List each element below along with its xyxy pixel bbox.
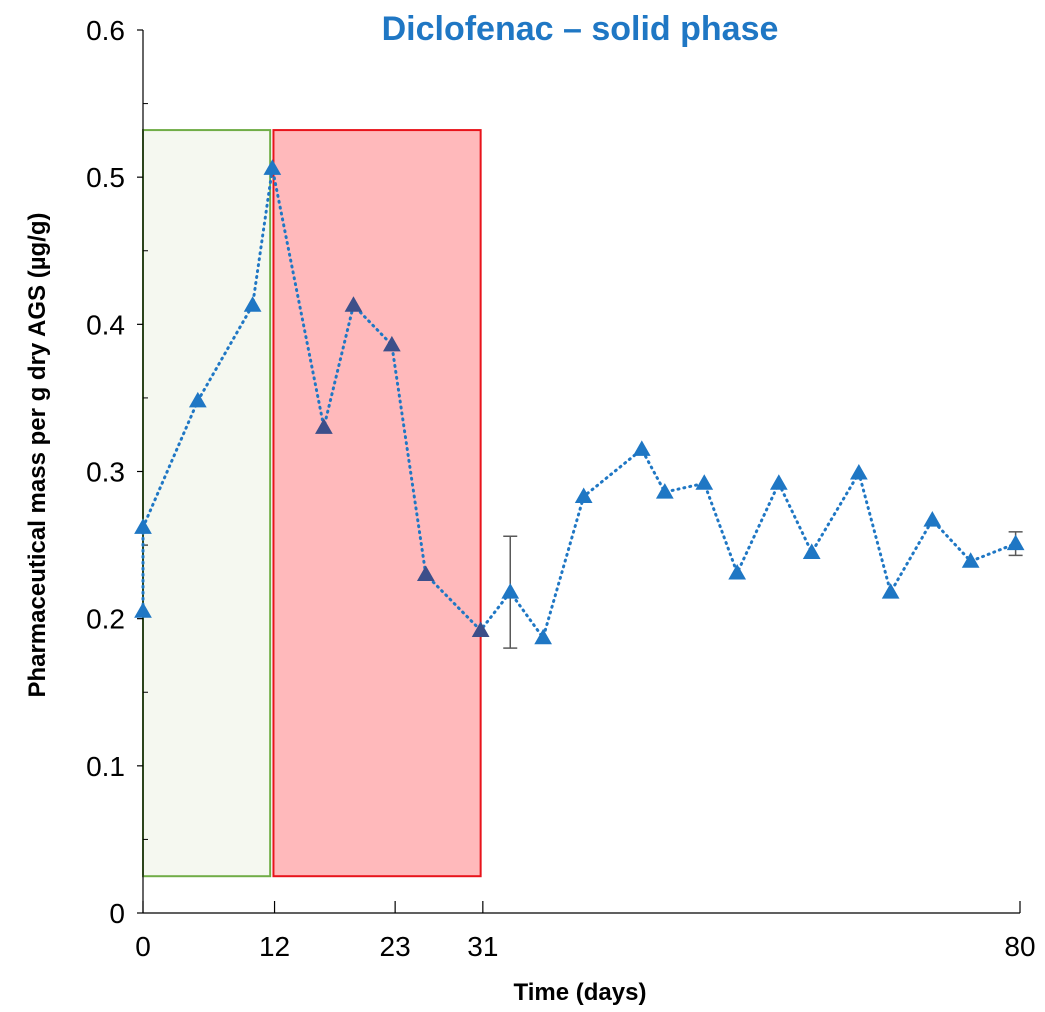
- x-tick-label: 31: [467, 931, 498, 962]
- data-point: [471, 621, 490, 637]
- data-point: [574, 487, 593, 504]
- ticks: 0 0.1 0.2 0.3 0.4 0.5 0.6 0 12 23 31 80: [86, 15, 1036, 962]
- data-point: [134, 518, 152, 534]
- y-tick-label: 0.4: [86, 309, 125, 340]
- data-point: [344, 296, 363, 312]
- data-point: [695, 474, 714, 490]
- y-tick-label: 0.5: [86, 162, 125, 193]
- data-point: [501, 583, 520, 599]
- y-tick-label: 0.1: [86, 751, 125, 782]
- series-line: [141, 168, 1018, 642]
- y-tick-label: 0: [109, 898, 125, 929]
- data-point: [263, 159, 282, 175]
- data-point: [534, 628, 552, 645]
- y-tick-label: 0.3: [86, 457, 125, 488]
- x-tick-label: 12: [259, 931, 290, 962]
- data-point: [769, 474, 788, 490]
- data-point: [961, 552, 980, 568]
- x-axis-label: Time (days): [514, 979, 647, 1006]
- data-point: [632, 440, 651, 456]
- data-point: [655, 483, 674, 499]
- x-tick-label: 0: [135, 931, 151, 962]
- data-point: [188, 391, 207, 408]
- data-point: [849, 463, 868, 480]
- data-point: [134, 602, 152, 618]
- shaded-region-2: [272, 129, 482, 878]
- data-point: [728, 564, 747, 580]
- shaded-region-1: [142, 129, 272, 878]
- shaded-regions: [142, 129, 482, 878]
- x-tick-label: 23: [380, 931, 411, 962]
- data-point: [243, 296, 262, 312]
- data-point: [923, 511, 942, 527]
- x-tick-label: 80: [1004, 931, 1035, 962]
- data-point: [1006, 534, 1025, 551]
- y-tick-label: 0.6: [86, 15, 125, 46]
- data-point: [802, 543, 821, 559]
- data-point: [382, 335, 401, 352]
- y-axis-label: Pharmaceutical mass per g dry AGS (µg/g): [24, 212, 51, 697]
- data-point: [315, 418, 333, 434]
- chart-title: Diclofenac – solid phase: [382, 10, 779, 48]
- data-point: [881, 583, 900, 599]
- data-point: [416, 565, 435, 582]
- series-layer: [134, 159, 1025, 649]
- y-tick-label: 0.2: [86, 604, 125, 635]
